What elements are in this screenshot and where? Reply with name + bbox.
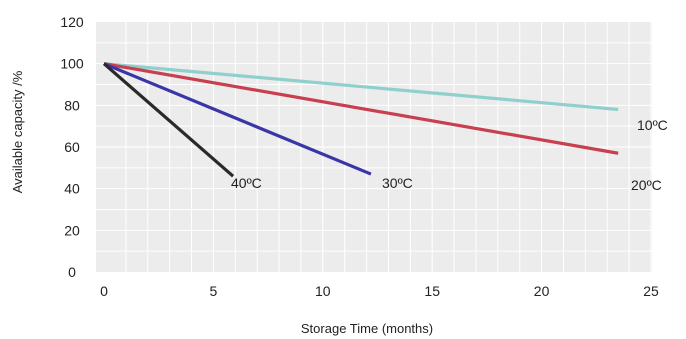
- x-tick-label: 15: [424, 283, 440, 299]
- y-tick-label: 20: [64, 222, 80, 238]
- x-tick-label: 10: [315, 283, 331, 299]
- series-label-0: 10ºC: [637, 117, 668, 133]
- x-tick-label: 20: [534, 283, 550, 299]
- y-tick-labels: 0 20 40 60 80 100 120: [60, 14, 84, 280]
- series-line-2: [103, 62, 372, 176]
- y-tick-label: 100: [60, 56, 84, 72]
- x-axis-title: Storage Time (months): [301, 321, 433, 336]
- x-tick-label: 5: [210, 283, 218, 299]
- x-tick-label: 0: [100, 283, 108, 299]
- y-tick-label: 0: [68, 264, 76, 280]
- series-label-1: 20ºC: [631, 177, 662, 193]
- y-tick-label: 40: [64, 181, 80, 197]
- series-lines: [102, 62, 619, 178]
- y-tick-label: 80: [64, 97, 80, 113]
- series-line-0: [103, 62, 619, 112]
- y-tick-label: 120: [60, 14, 84, 30]
- x-tick-labels: 0 5 10 15 20 25: [100, 283, 659, 299]
- series-line-1: [103, 62, 619, 155]
- x-tick-label: 25: [643, 283, 659, 299]
- series-labels: 10ºC 20ºC 30ºC 40ºC: [231, 117, 668, 193]
- grid-lines: [96, 22, 652, 272]
- series-label-2: 30ºC: [382, 175, 413, 191]
- y-tick-label: 60: [64, 139, 80, 155]
- series-line-3: [102, 62, 235, 178]
- y-axis-title: Available capacity /%: [10, 70, 25, 193]
- series-label-3: 40ºC: [231, 175, 262, 191]
